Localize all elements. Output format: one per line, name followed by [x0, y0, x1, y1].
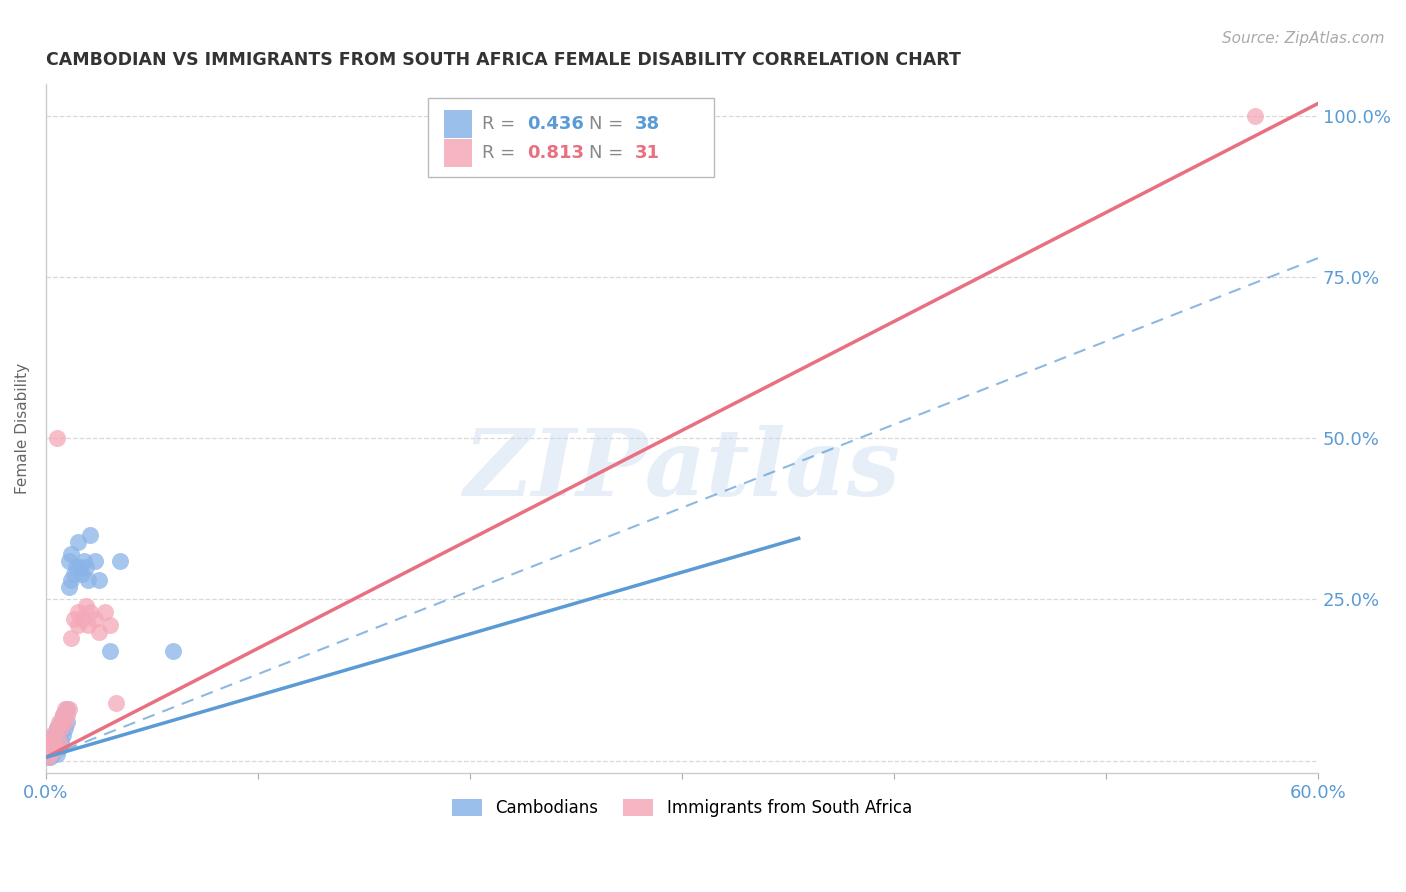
- Point: [162, 644, 184, 658]
- Text: 31: 31: [636, 144, 659, 162]
- Point: [104, 696, 127, 710]
- Point: [45, 432, 67, 446]
- Point: [39, 750, 62, 764]
- Point: [49, 734, 72, 748]
- Point: [39, 747, 62, 761]
- Text: CAMBODIAN VS IMMIGRANTS FROM SOUTH AFRICA FEMALE DISABILITY CORRELATION CHART: CAMBODIAN VS IMMIGRANTS FROM SOUTH AFRIC…: [46, 51, 960, 69]
- Point: [52, 708, 75, 723]
- Point: [41, 740, 63, 755]
- Point: [56, 714, 79, 729]
- Text: N =: N =: [589, 115, 630, 133]
- Point: [77, 573, 100, 587]
- Point: [77, 618, 100, 632]
- Text: R =: R =: [482, 144, 522, 162]
- Point: [48, 714, 70, 729]
- Point: [108, 554, 131, 568]
- Point: [39, 734, 62, 748]
- Point: [45, 740, 67, 755]
- Y-axis label: Female Disability: Female Disability: [15, 363, 30, 494]
- Point: [48, 740, 70, 755]
- Point: [75, 560, 97, 574]
- Point: [65, 560, 87, 574]
- Point: [60, 631, 83, 645]
- Point: [41, 747, 63, 761]
- Point: [73, 554, 96, 568]
- Point: [44, 728, 66, 742]
- Point: [58, 554, 80, 568]
- Text: 0.813: 0.813: [527, 144, 583, 162]
- FancyBboxPatch shape: [444, 111, 472, 138]
- Point: [60, 548, 83, 562]
- Point: [87, 624, 110, 639]
- Point: [62, 612, 84, 626]
- Point: [70, 612, 93, 626]
- Point: [83, 554, 105, 568]
- Text: N =: N =: [589, 144, 630, 162]
- Point: [83, 612, 105, 626]
- Point: [69, 560, 91, 574]
- Point: [37, 740, 59, 755]
- Point: [49, 722, 72, 736]
- Point: [44, 740, 66, 755]
- Point: [52, 728, 75, 742]
- Text: 0.436: 0.436: [527, 115, 583, 133]
- Point: [45, 747, 67, 761]
- Point: [41, 734, 63, 748]
- Text: ZIPatlas: ZIPatlas: [464, 425, 901, 516]
- Point: [98, 644, 121, 658]
- Point: [87, 573, 110, 587]
- Point: [66, 534, 89, 549]
- Point: [58, 580, 80, 594]
- Point: [66, 618, 89, 632]
- Point: [58, 702, 80, 716]
- Point: [79, 606, 101, 620]
- FancyBboxPatch shape: [427, 98, 714, 178]
- Point: [56, 708, 79, 723]
- Point: [62, 566, 84, 581]
- Point: [37, 750, 59, 764]
- Point: [79, 528, 101, 542]
- Text: Source: ZipAtlas.com: Source: ZipAtlas.com: [1222, 31, 1385, 46]
- Point: [39, 740, 62, 755]
- Point: [49, 714, 72, 729]
- Point: [75, 599, 97, 613]
- Point: [48, 728, 70, 742]
- Text: R =: R =: [482, 115, 522, 133]
- Point: [48, 734, 70, 748]
- Point: [37, 747, 59, 761]
- Point: [98, 618, 121, 632]
- Point: [94, 606, 117, 620]
- Point: [66, 606, 89, 620]
- Point: [44, 734, 66, 748]
- Point: [45, 734, 67, 748]
- FancyBboxPatch shape: [444, 139, 472, 167]
- Point: [52, 708, 75, 723]
- Point: [53, 722, 76, 736]
- Point: [1243, 109, 1265, 123]
- Point: [45, 722, 67, 736]
- Point: [70, 566, 93, 581]
- Point: [37, 750, 59, 764]
- Legend: Cambodians, Immigrants from South Africa: Cambodians, Immigrants from South Africa: [446, 792, 918, 823]
- Point: [41, 728, 63, 742]
- Text: 38: 38: [636, 115, 659, 133]
- Point: [53, 714, 76, 729]
- Point: [60, 573, 83, 587]
- Point: [53, 702, 76, 716]
- Point: [56, 702, 79, 716]
- Point: [45, 722, 67, 736]
